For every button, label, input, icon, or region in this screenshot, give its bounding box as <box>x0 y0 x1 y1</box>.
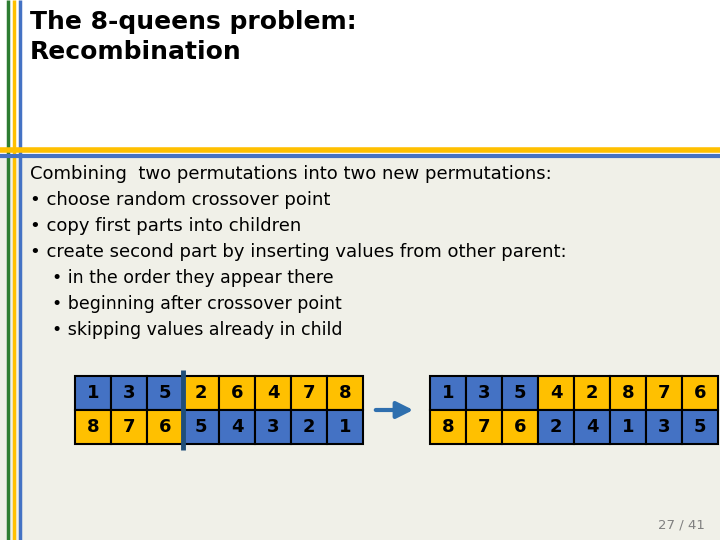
Bar <box>219 410 255 444</box>
Text: 3: 3 <box>266 418 279 436</box>
Bar <box>466 410 502 444</box>
Bar <box>574 376 610 410</box>
Bar <box>646 410 682 444</box>
Bar <box>255 376 291 410</box>
Text: 2: 2 <box>550 418 562 436</box>
Text: Recombination: Recombination <box>30 40 242 64</box>
Text: • in the order they appear there: • in the order they appear there <box>30 269 333 287</box>
Text: 2: 2 <box>194 384 207 402</box>
Text: 3: 3 <box>122 384 135 402</box>
Text: 5: 5 <box>694 418 706 436</box>
Text: 1: 1 <box>86 384 99 402</box>
Bar <box>147 410 183 444</box>
Text: 1: 1 <box>338 418 351 436</box>
Text: 2: 2 <box>302 418 315 436</box>
Bar <box>291 410 327 444</box>
Bar <box>682 410 718 444</box>
Text: 5: 5 <box>194 418 207 436</box>
Bar <box>502 376 538 410</box>
Text: 5: 5 <box>514 384 526 402</box>
Text: 8: 8 <box>441 418 454 436</box>
Bar <box>255 410 291 444</box>
Bar <box>610 376 646 410</box>
Text: • choose random crossover point: • choose random crossover point <box>30 191 330 209</box>
Bar <box>111 410 147 444</box>
Text: 8: 8 <box>621 384 634 402</box>
Bar <box>183 376 219 410</box>
Bar <box>430 376 466 410</box>
Bar <box>682 376 718 410</box>
Bar <box>147 376 183 410</box>
Text: 3: 3 <box>658 418 670 436</box>
Bar <box>327 410 363 444</box>
Text: • create second part by inserting values from other parent:: • create second part by inserting values… <box>30 243 567 261</box>
Bar <box>610 410 646 444</box>
Text: 27 / 41: 27 / 41 <box>658 519 705 532</box>
Text: 7: 7 <box>302 384 315 402</box>
Bar <box>327 376 363 410</box>
Bar <box>219 376 255 410</box>
Bar <box>466 376 502 410</box>
Bar <box>538 376 574 410</box>
Bar <box>538 410 574 444</box>
Bar <box>75 376 111 410</box>
Text: 6: 6 <box>514 418 526 436</box>
Text: 1: 1 <box>442 384 454 402</box>
Bar <box>430 410 466 444</box>
Text: 6: 6 <box>694 384 706 402</box>
Text: • copy first parts into children: • copy first parts into children <box>30 217 301 235</box>
Text: The 8-queens problem:: The 8-queens problem: <box>30 10 356 34</box>
Text: 8: 8 <box>338 384 351 402</box>
Text: • beginning after crossover point: • beginning after crossover point <box>30 295 342 313</box>
Text: 6: 6 <box>230 384 243 402</box>
Bar <box>75 410 111 444</box>
Bar <box>646 376 682 410</box>
Bar <box>111 376 147 410</box>
Bar <box>291 376 327 410</box>
Text: 2: 2 <box>586 384 598 402</box>
Bar <box>0 0 720 155</box>
Text: 4: 4 <box>266 384 279 402</box>
Text: 1: 1 <box>622 418 634 436</box>
Text: 7: 7 <box>122 418 135 436</box>
Text: 7: 7 <box>478 418 490 436</box>
Text: 7: 7 <box>658 384 670 402</box>
Bar <box>0 155 720 540</box>
Text: Combining  two permutations into two new permutations:: Combining two permutations into two new … <box>30 165 552 183</box>
Text: 4: 4 <box>230 418 243 436</box>
Text: 4: 4 <box>550 384 562 402</box>
Text: 6: 6 <box>158 418 171 436</box>
Text: 5: 5 <box>158 384 171 402</box>
Text: 8: 8 <box>86 418 99 436</box>
Text: • skipping values already in child: • skipping values already in child <box>30 321 343 339</box>
Bar <box>183 410 219 444</box>
Bar <box>574 410 610 444</box>
Text: 4: 4 <box>586 418 598 436</box>
Text: 3: 3 <box>478 384 490 402</box>
Bar <box>502 410 538 444</box>
